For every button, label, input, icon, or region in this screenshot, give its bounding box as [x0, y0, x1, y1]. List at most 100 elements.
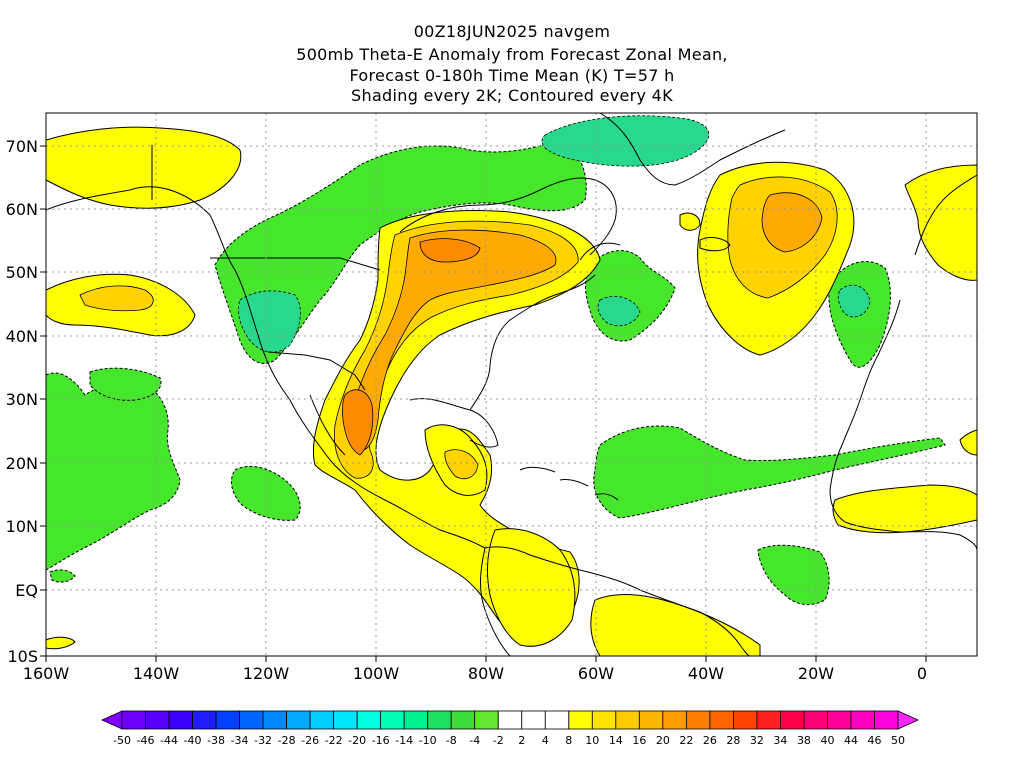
colorbar-swatch [145, 710, 170, 730]
colorbar-label: -44 [160, 734, 178, 747]
colorbar-label: 20 [656, 734, 670, 747]
colorbar-label: 46 [867, 734, 881, 747]
colorbar-swatch [168, 710, 193, 730]
colorbar-label: -10 [419, 734, 437, 747]
colorbar-label: 28 [726, 734, 740, 747]
colorbar-label: -38 [207, 734, 225, 747]
colorbar-swatch [568, 710, 593, 730]
colorbar-label: 38 [797, 734, 811, 747]
colorbar-swatch [497, 710, 523, 730]
colorbar-swatch [286, 710, 311, 730]
colorbar-swatch [732, 710, 758, 730]
colorbar-label: -26 [301, 734, 319, 747]
colorbar-label: -20 [348, 734, 366, 747]
colorbar-label: 34 [773, 734, 787, 747]
lat-label-eq: EQ [15, 581, 38, 600]
colorbar-swatch [333, 710, 358, 730]
coastline-greenland [599, 113, 786, 186]
orange-region-north-atlantic [761, 192, 823, 253]
anomaly-shading [46, 113, 977, 656]
lat-label-50n: 50N [6, 263, 38, 282]
gold-region-caribbean [444, 449, 479, 480]
green-region-equatorial-pacific [49, 569, 76, 583]
colorbar-swatch [756, 710, 781, 730]
colorbar-swatch [615, 710, 640, 730]
colorbar-swatch [662, 710, 687, 730]
title-line-4: Shading every 2K; Contoured every 4K [351, 86, 673, 105]
coastline-iceland [699, 237, 731, 252]
green-region-south-atlantic [757, 544, 830, 606]
colorbar-swatch [780, 710, 805, 730]
colorbar-label: 26 [703, 734, 717, 747]
colorbar-swatch [474, 710, 499, 730]
yellow-region-alaska [46, 126, 242, 209]
teal-region-iberia [837, 284, 871, 318]
title-line-3: Forecast 0-180h Time Mean (K) T=57 h [349, 66, 675, 85]
border-us-canada [210, 257, 381, 271]
colorbar-label: 40 [820, 734, 834, 747]
colorbar-label: -40 [184, 734, 202, 747]
lat-label-10n: 10N [6, 517, 38, 536]
colorbar-swatch [309, 710, 335, 730]
dark-orange-region-great-lakes [419, 238, 481, 263]
yellow-region-europe [904, 164, 977, 281]
teal-region-western-us [238, 290, 301, 353]
lon-label-40w: 40W [688, 664, 724, 683]
colorbar-label: 8 [565, 734, 572, 747]
lon-label-140w: 140W [133, 664, 180, 683]
teal-region-atlantic-canada [597, 296, 641, 327]
lat-label-40n: 40N [6, 327, 38, 346]
colorbar-label: -46 [137, 734, 155, 747]
colorbar-label: -14 [395, 734, 413, 747]
colorbar-label: 10 [585, 734, 599, 747]
lon-label-60w: 60W [578, 664, 614, 683]
colorbar-swatch [874, 710, 899, 730]
lat-label-70n: 70N [6, 137, 38, 156]
colorbar-label: -28 [278, 734, 296, 747]
colorbar-swatch [685, 710, 711, 730]
lon-label-120w: 120W [243, 664, 290, 683]
title-line-2: 500mb Theta-E Anomaly from Forecast Zona… [296, 45, 728, 64]
colorbar-label: -4 [469, 734, 480, 747]
colorbar-swatch [239, 710, 264, 730]
colorbar-swatch [521, 710, 546, 730]
colorbar-swatch [121, 710, 146, 730]
lon-label-0: 0 [917, 664, 927, 683]
colorbar-swatch [262, 710, 288, 730]
colorbar-swatch [803, 710, 828, 730]
coastline-north-america [46, 177, 621, 549]
colorbar-swatch [850, 710, 875, 730]
colorbar-label: -34 [231, 734, 249, 747]
lon-label-20w: 20W [798, 664, 834, 683]
latitude-labels: 70N 60N 50N 40N 30N 20N 10N EQ 10S [6, 137, 38, 666]
colorbar-label: -32 [254, 734, 272, 747]
land-outlines [46, 113, 977, 656]
colorbar-label: 14 [609, 734, 623, 747]
colorbar-label: 22 [679, 734, 693, 747]
colorbar: -50 -46 -44 -40 -38 -34 -32 -28 -26 -22 -20 -16 -14-… [101, 710, 919, 747]
colorbar-swatch [450, 710, 476, 730]
teal-region-greenland [541, 115, 710, 167]
green-region-pacific-islands [231, 465, 301, 521]
coastline-europe-africa [829, 174, 977, 551]
colorbar-arrow-left [101, 710, 123, 730]
green-region-tropical-atlantic [593, 425, 946, 519]
lon-label-100w: 100W [353, 664, 400, 683]
border-us-mexico [267, 351, 366, 391]
colorbar-label: -16 [372, 734, 390, 747]
colorbar-label: 4 [542, 734, 549, 747]
title-line-1: 00Z18JUN2025 navgem [413, 22, 611, 41]
dark-orange-region-mexico [342, 389, 374, 456]
colorbar-label: 44 [844, 734, 858, 747]
lat-label-60n: 60N [6, 200, 38, 219]
colorbar-swatch [591, 710, 617, 730]
yellow-region-atlantic-small [679, 212, 701, 231]
green-region-eastern-pacific [46, 372, 181, 571]
colorbar-label: 50 [891, 734, 905, 747]
lon-label-160w: 160W [23, 664, 70, 683]
colorbar-swatch [215, 710, 240, 730]
colorbar-swatch [427, 710, 452, 730]
axis-ticks [40, 145, 927, 662]
colorbar-swatch [380, 710, 405, 730]
